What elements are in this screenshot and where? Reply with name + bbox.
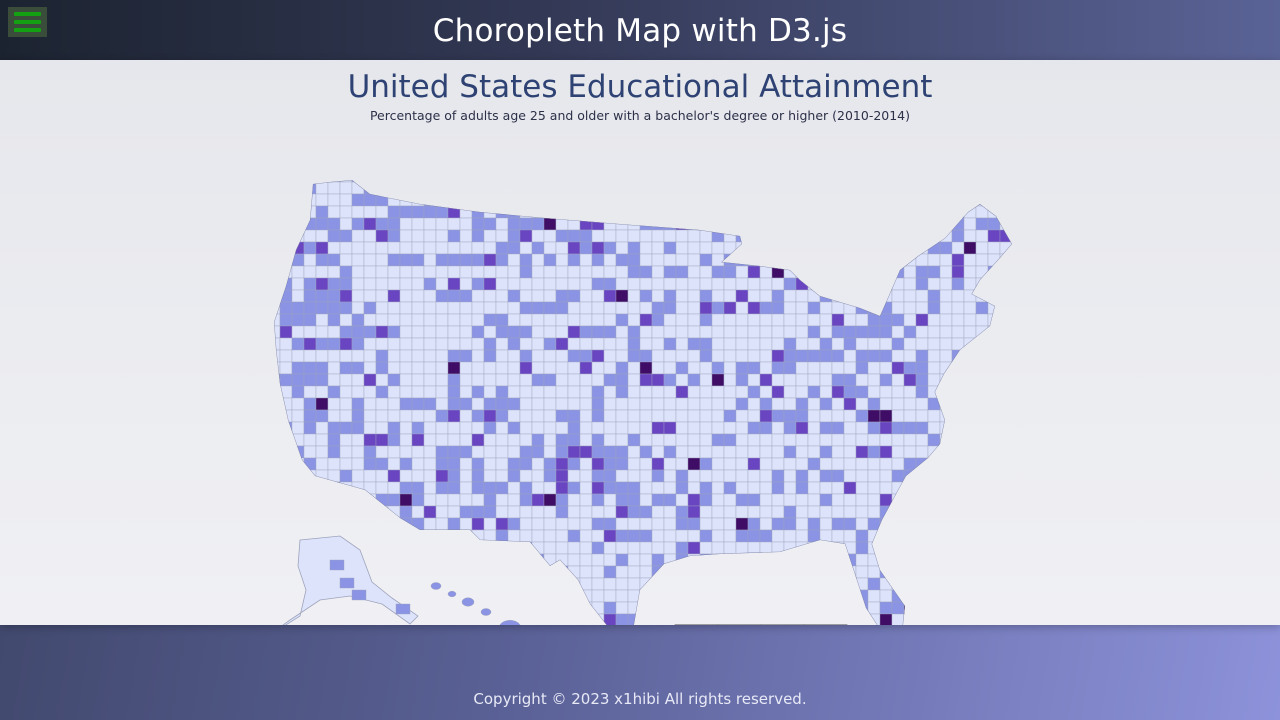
footer-copyright: Copyright © 2023 x1hibi All rights reser… [473,690,807,708]
map-panel: United States Educational Attainment Per… [0,60,1280,625]
map-title: United States Educational Attainment [347,69,933,105]
app-title: Choropleth Map with D3.js [432,13,848,49]
map-layer [274,180,1012,625]
hawaii-island [499,620,521,625]
hawaii-island [461,597,475,607]
hawaii-island [480,608,492,616]
map-subtitle: Percentage of adults age 25 and older wi… [369,108,911,123]
contiguous-us [274,180,1012,625]
hawaii-island [430,582,442,590]
hamburger-menu-icon[interactable] [8,7,47,37]
choropleth-map: 2.620.738.957.075.1 [274,180,1012,625]
app-header: Choropleth Map with D3.js [0,0,1280,60]
hawaii-island [447,590,457,598]
